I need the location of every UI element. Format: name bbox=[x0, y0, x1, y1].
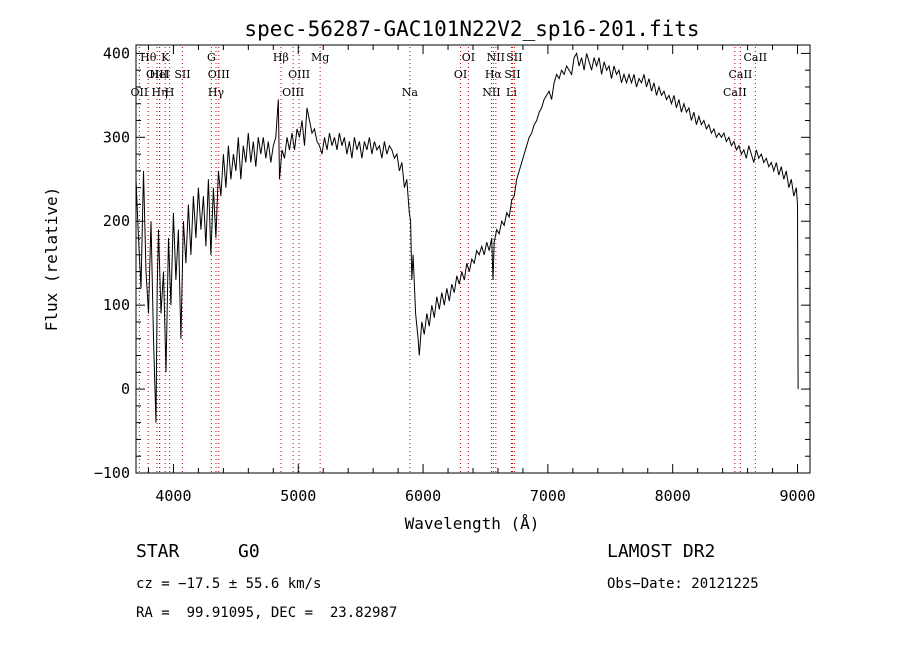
survey-name: LAMOST DR2 bbox=[607, 541, 716, 562]
x-tick-label: 5000 bbox=[280, 487, 316, 505]
coordinates: RA = 99.91095, DEC = 23.82987 bbox=[136, 605, 398, 621]
x-axis: 4000 5000 6000 7000 8000 9000 bbox=[147, 45, 816, 505]
object-class: STAR bbox=[136, 541, 180, 562]
y-axis-label: Flux (relative) bbox=[42, 187, 61, 332]
line-marker-label: OIII bbox=[282, 86, 304, 99]
line-marker-label: SII bbox=[504, 68, 520, 81]
line-marker-label: OI bbox=[454, 68, 467, 81]
x-tick-label: 9000 bbox=[779, 487, 815, 505]
line-marker-label: HeI bbox=[149, 68, 169, 81]
y-tick-label: 200 bbox=[103, 212, 130, 230]
object-subclass: G0 bbox=[238, 541, 260, 562]
line-marker-label: Mg bbox=[311, 51, 329, 64]
x-axis-label: Wavelength (Å) bbox=[405, 514, 540, 533]
y-tick-label: 300 bbox=[103, 128, 130, 146]
emission-line-markers: OIIHθOIIIHηHeIKHSIIGHγOIIIHβOIIIOIIIMgNa… bbox=[131, 47, 767, 472]
line-marker-label: Hβ bbox=[273, 51, 289, 64]
line-marker-label: OIII bbox=[146, 68, 168, 81]
redshift-info: cz = −17.5 ± 55.6 km/s bbox=[136, 576, 322, 592]
line-marker-label: NII bbox=[482, 86, 500, 99]
x-tick-label: 4000 bbox=[155, 487, 191, 505]
y-axis: −100 0 100 200 300 400 bbox=[94, 44, 810, 482]
y-tick-label: 0 bbox=[121, 380, 130, 398]
line-marker-label: Hθ bbox=[140, 51, 157, 64]
line-marker-label: SII bbox=[506, 51, 522, 64]
line-marker-label: G bbox=[207, 51, 216, 64]
line-marker-label: CaII bbox=[729, 68, 753, 81]
line-marker-label: Hγ bbox=[208, 86, 225, 99]
line-marker-label: CaII bbox=[723, 86, 747, 99]
x-tick-label: 6000 bbox=[405, 487, 441, 505]
y-tick-label: −100 bbox=[94, 464, 130, 482]
line-marker-label: Hη bbox=[151, 86, 167, 99]
line-marker-label: CaII bbox=[743, 51, 767, 64]
line-marker-label: OI bbox=[462, 51, 475, 64]
line-marker-label: OIII bbox=[288, 68, 310, 81]
y-tick-label: 100 bbox=[103, 296, 130, 314]
line-marker-label: Na bbox=[402, 86, 419, 99]
y-tick-label: 400 bbox=[103, 44, 130, 62]
line-marker-label: NII bbox=[487, 51, 505, 64]
line-marker-label: Li bbox=[506, 86, 517, 99]
line-marker-label: OII bbox=[131, 86, 149, 99]
line-marker-label: SII bbox=[174, 68, 190, 81]
line-marker-label: K bbox=[161, 51, 170, 64]
x-tick-label: 7000 bbox=[530, 487, 566, 505]
line-marker-label: OIII bbox=[208, 68, 230, 81]
chart-title: spec-56287-GAC101N22V2_sp16-201.fits bbox=[244, 17, 699, 41]
observation-date: Obs−Date: 20121225 bbox=[607, 576, 759, 592]
line-marker-label: H bbox=[165, 86, 175, 99]
plot-frame bbox=[135, 44, 811, 474]
line-marker-label: Hα bbox=[485, 68, 503, 81]
x-tick-label: 8000 bbox=[655, 487, 691, 505]
spectrum-line bbox=[135, 52, 799, 423]
